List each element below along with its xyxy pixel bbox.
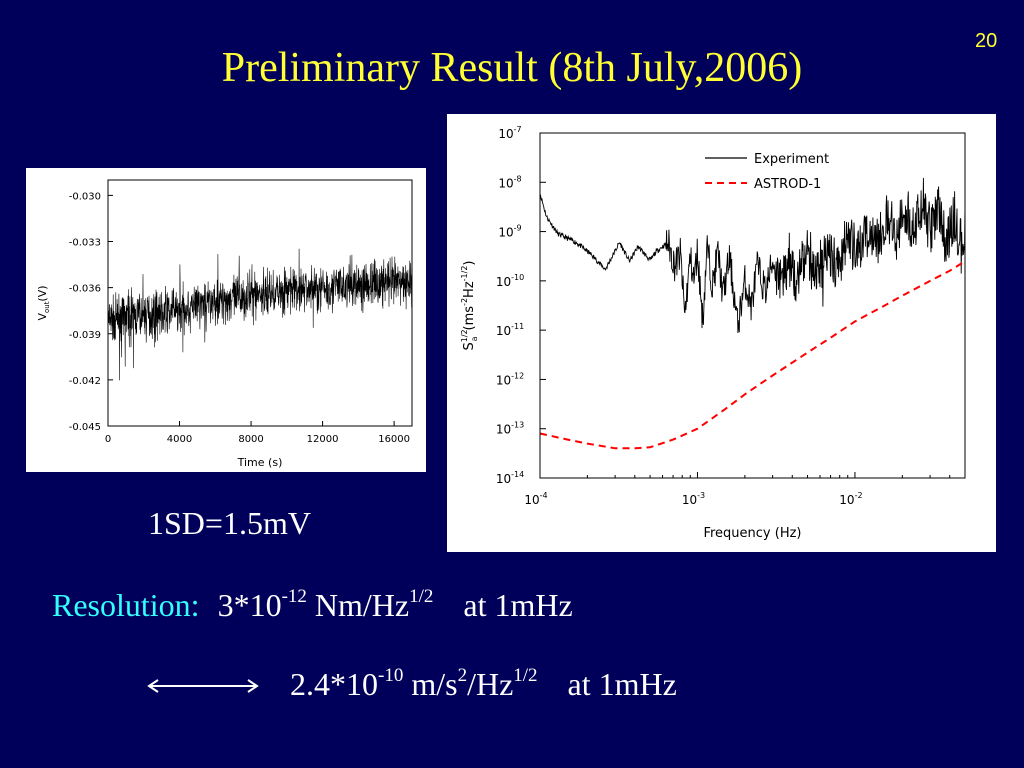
spectrum-y-tick-label: 10-13 [496,421,524,437]
experiment-series-line [539,177,966,334]
acceleration-frequency: at 1mHz [567,666,677,702]
resolution-unit-exponent: 1/2 [409,586,434,607]
resolution-frequency: at 1mHz [463,587,573,623]
resolution-line: Resolution: 3*10-12 Nm/Hz1/2 at 1mHz [52,586,573,624]
time-series-y-tick-label: -0.036 [69,284,101,295]
spectrum-y-label-unit-b: Hz [462,281,477,298]
time-series-y-label-unit: (V) [36,285,49,301]
legend-label-astrod: ASTROD-1 [754,177,821,192]
acceleration-exponent: -10 [378,665,404,686]
spectrum-x-tick-label: 10-2 [839,491,862,507]
time-series-x-tick-label: 0 [105,434,111,445]
spectrum-y-tick-label: 10-12 [496,371,524,387]
spectrum-chart: 10-4 10-3 10-2 10-7 10-8 10-9 10-10 10-11 10-12 1… [460,125,966,541]
spectrum-y-label-sup: 1/2 [460,329,469,342]
slide-number: 20 [975,30,998,52]
acceleration-unit-b: /Hz [467,666,514,702]
time-series-signal-line [107,248,413,381]
time-series-plot-frame [107,179,413,427]
time-series-x-axis-label: Time (s) [237,456,283,469]
spectrum-y-tick-label: 10-8 [498,174,521,190]
acceleration-unit-a: m/s [411,666,458,702]
time-series-x-tick-label: 8000 [238,434,263,445]
time-series-x-tick-label: 12000 [307,434,339,445]
spectrum-chart-panel: 10-4 10-3 10-2 10-7 10-8 10-9 10-10 10-11 10-12 1… [447,114,996,552]
time-series-y-tick-label: -0.033 [69,238,101,249]
time-series-y-tick-label: -0.039 [69,330,101,341]
acceleration-line: 2.4*10-10 m/s2/Hz1/2 at 1mHz [290,665,677,703]
standard-deviation-label: 1SD=1.5mV [148,505,311,541]
time-series-x-tick-label: 16000 [378,434,410,445]
spectrum-x-tick-label: 10-3 [682,491,705,507]
time-series-y-tick-label: -0.045 [69,422,101,433]
spectrum-y-axis-label: S1/2a (ms-2Hz-1/2) [460,261,479,351]
time-series-y-tick-label: -0.042 [69,376,101,387]
spectrum-y-tick-label: 10-10 [496,273,524,289]
acceleration-mantissa: 2.4*10 [290,666,378,702]
spectrum-y-tick-label: 10-9 [498,224,521,240]
spectrum-y-tick-label: 10-11 [496,322,524,338]
spectrum-y-tick-label: 10-14 [496,470,524,486]
time-series-y-tick-label: -0.030 [69,191,101,202]
resolution-exponent: -12 [281,586,307,607]
acceleration-unit-a-exponent: 2 [457,665,468,686]
spectrum-y-label-unit-b-sup: -1/2 [460,266,469,282]
spectrum-y-tick-label: 10-7 [498,125,521,141]
astrod-series-line [539,260,966,450]
time-series-chart-panel: 0 4000 8000 12000 16000 -0.030 -0.033 -0.036 -0.… [26,168,426,472]
resolution-mantissa: 3*10 [217,587,282,623]
spectrum-legend: Experiment ASTROD-1 [705,152,829,192]
double-headed-arrow-icon [147,679,259,693]
spectrum-x-axis-label: Frequency (Hz) [703,526,801,541]
time-series-y-label-main: V [36,313,49,321]
spectrum-y-label-sub: a [470,336,479,341]
time-series-y-axis-label: Vout(V) [36,285,51,320]
slide-title: Preliminary Result (8th July,2006) [221,45,803,91]
time-series-y-label-sub: out [43,301,51,313]
spectrum-plot-frame [539,132,966,479]
spectrum-y-label-unit-end: ) [462,261,477,266]
resolution-label: Resolution: [52,587,200,623]
spectrum-y-label-unit-sup: -2 [460,298,469,306]
acceleration-unit-b-exponent: 1/2 [513,665,538,686]
resolution-unit: Nm/Hz [314,587,410,623]
spectrum-x-tick-label: 10-4 [524,491,547,507]
legend-label-experiment: Experiment [754,152,829,167]
time-series-x-tick-label: 4000 [167,434,192,445]
spectrum-y-label-unit: (ms [462,306,477,331]
spectrum-y-label-main: S [462,342,477,350]
time-series-chart: 0 4000 8000 12000 16000 -0.030 -0.033 -0.036 -0.… [36,179,413,469]
